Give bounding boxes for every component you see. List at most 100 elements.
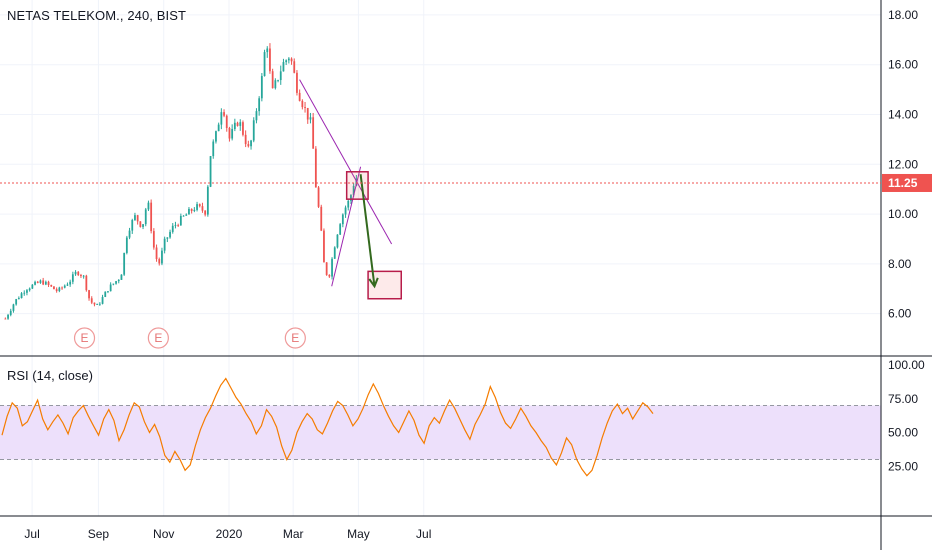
earnings-marker (73, 327, 96, 349)
candle-down (158, 259, 161, 264)
candle-up (260, 76, 263, 99)
candle-up (166, 237, 169, 239)
candle-down (53, 286, 55, 290)
candle-up (69, 281, 72, 285)
candle-up (258, 98, 261, 112)
candle-up (231, 129, 234, 139)
candle-up (34, 281, 36, 285)
candle-down (298, 92, 301, 101)
candle-up (23, 292, 26, 294)
candle-up (339, 224, 342, 235)
candle-up (212, 141, 215, 157)
candle-down (204, 210, 207, 215)
candle-up (347, 200, 350, 208)
candle-up (17, 298, 20, 300)
candle-up (163, 238, 166, 251)
candle-up (147, 202, 150, 210)
earnings-marker (147, 327, 169, 349)
rsi-tick-label: 100.00 (888, 358, 925, 372)
candle-up (26, 290, 28, 293)
candle-up (341, 214, 344, 225)
price-tick-label: 10.00 (888, 207, 918, 221)
rsi-tick-label: 75.00 (888, 392, 918, 406)
trendline-upper (299, 79, 393, 245)
candle-up (134, 215, 136, 220)
candle-down (47, 281, 50, 285)
candle-up (309, 117, 312, 120)
candle-up (182, 215, 185, 217)
candle-up (125, 237, 128, 253)
earnings-marker-label: E (81, 331, 89, 345)
candle-up (66, 284, 69, 286)
axis-labels: 18.00 16.00 14.00 12.00 10.00 8.00 6.00 Jul Sep N… (24, 8, 925, 541)
rsi-band (0, 405, 881, 460)
time-tick-label: Sep (88, 527, 110, 541)
candle-down (325, 262, 328, 275)
forecast-arrow (359, 174, 376, 287)
candle-up (12, 304, 15, 311)
candle-up (277, 80, 279, 81)
candle-down (90, 298, 93, 303)
candle-up (96, 304, 99, 305)
price-tick-label: 6.00 (888, 307, 912, 321)
candle-up (107, 291, 109, 292)
candle-down (228, 128, 231, 139)
price-tick-label: 14.00 (888, 108, 918, 122)
candle-down (236, 122, 239, 126)
last-price-label: 11.25 (888, 176, 918, 190)
candle-up (196, 204, 198, 210)
last-price-tag (882, 173, 932, 192)
candle-up (15, 299, 18, 305)
candle-up (352, 185, 355, 196)
candle-down (312, 117, 315, 149)
candle-up (104, 291, 107, 297)
time-tick-label: Mar (283, 527, 304, 541)
time-tick-label: Jul (24, 527, 39, 541)
candle-up (63, 285, 66, 288)
candle-down (93, 302, 96, 305)
earnings-marker-label: E (154, 331, 162, 345)
candle-down (247, 144, 250, 147)
candle-up (209, 156, 212, 187)
candle-down (223, 112, 225, 116)
candle-up (179, 215, 182, 226)
candle-up (28, 288, 31, 291)
candle-down (85, 275, 88, 291)
candle-up (101, 296, 104, 304)
time-tick-label: Nov (153, 527, 174, 541)
candle-down (36, 281, 39, 283)
candle-up (9, 310, 12, 315)
rsi-tick-label: 50.00 (888, 426, 918, 440)
price-tick-label: 12.00 (888, 157, 918, 171)
candle-up (71, 274, 74, 282)
candle-up (266, 48, 269, 53)
candle-up (115, 281, 117, 284)
candle-up (206, 186, 209, 215)
chart-title: NETAS TELEKOM., 240, BIST (7, 8, 187, 23)
time-tick-label: 2020 (216, 527, 243, 541)
candle-up (215, 131, 217, 142)
earnings-marker-label: E (291, 331, 299, 345)
candle-down (77, 271, 80, 276)
candle-up (350, 195, 352, 201)
candle-up (188, 208, 190, 215)
candles (4, 43, 358, 320)
candle-up (82, 275, 85, 277)
price-tick-label: 16.00 (888, 58, 918, 72)
candle-down (139, 221, 142, 227)
candle-up (161, 250, 163, 264)
candle-up (279, 71, 282, 81)
candle-down (317, 187, 320, 207)
candle-down (55, 289, 58, 292)
candle-up (255, 111, 258, 121)
candle-up (112, 283, 115, 285)
candle-up (117, 279, 120, 282)
candle-down (61, 287, 63, 289)
candle-up (169, 231, 171, 238)
candle-down (177, 224, 180, 226)
candle-up (123, 252, 126, 275)
candle-up (109, 284, 112, 292)
candle-down (88, 290, 90, 299)
